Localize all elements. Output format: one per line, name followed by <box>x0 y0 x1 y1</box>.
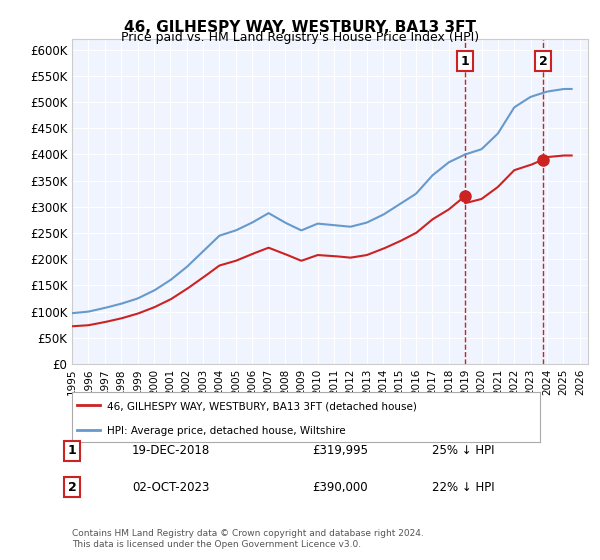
Text: 22% ↓ HPI: 22% ↓ HPI <box>432 480 494 494</box>
Text: 02-OCT-2023: 02-OCT-2023 <box>132 480 209 494</box>
Text: 46, GILHESPY WAY, WESTBURY, BA13 3FT (detached house): 46, GILHESPY WAY, WESTBURY, BA13 3FT (de… <box>107 401 417 411</box>
Text: 1: 1 <box>460 55 469 68</box>
Text: 46, GILHESPY WAY, WESTBURY, BA13 3FT: 46, GILHESPY WAY, WESTBURY, BA13 3FT <box>124 20 476 35</box>
Text: 2: 2 <box>68 480 76 494</box>
Text: 25% ↓ HPI: 25% ↓ HPI <box>432 444 494 458</box>
Text: £319,995: £319,995 <box>312 444 368 458</box>
Text: Price paid vs. HM Land Registry's House Price Index (HPI): Price paid vs. HM Land Registry's House … <box>121 31 479 44</box>
Text: 1: 1 <box>68 444 76 458</box>
Text: HPI: Average price, detached house, Wiltshire: HPI: Average price, detached house, Wilt… <box>107 426 346 436</box>
Text: 19-DEC-2018: 19-DEC-2018 <box>132 444 210 458</box>
Text: £390,000: £390,000 <box>312 480 368 494</box>
Text: 2: 2 <box>539 55 547 68</box>
Text: Contains HM Land Registry data © Crown copyright and database right 2024.
This d: Contains HM Land Registry data © Crown c… <box>72 529 424 549</box>
